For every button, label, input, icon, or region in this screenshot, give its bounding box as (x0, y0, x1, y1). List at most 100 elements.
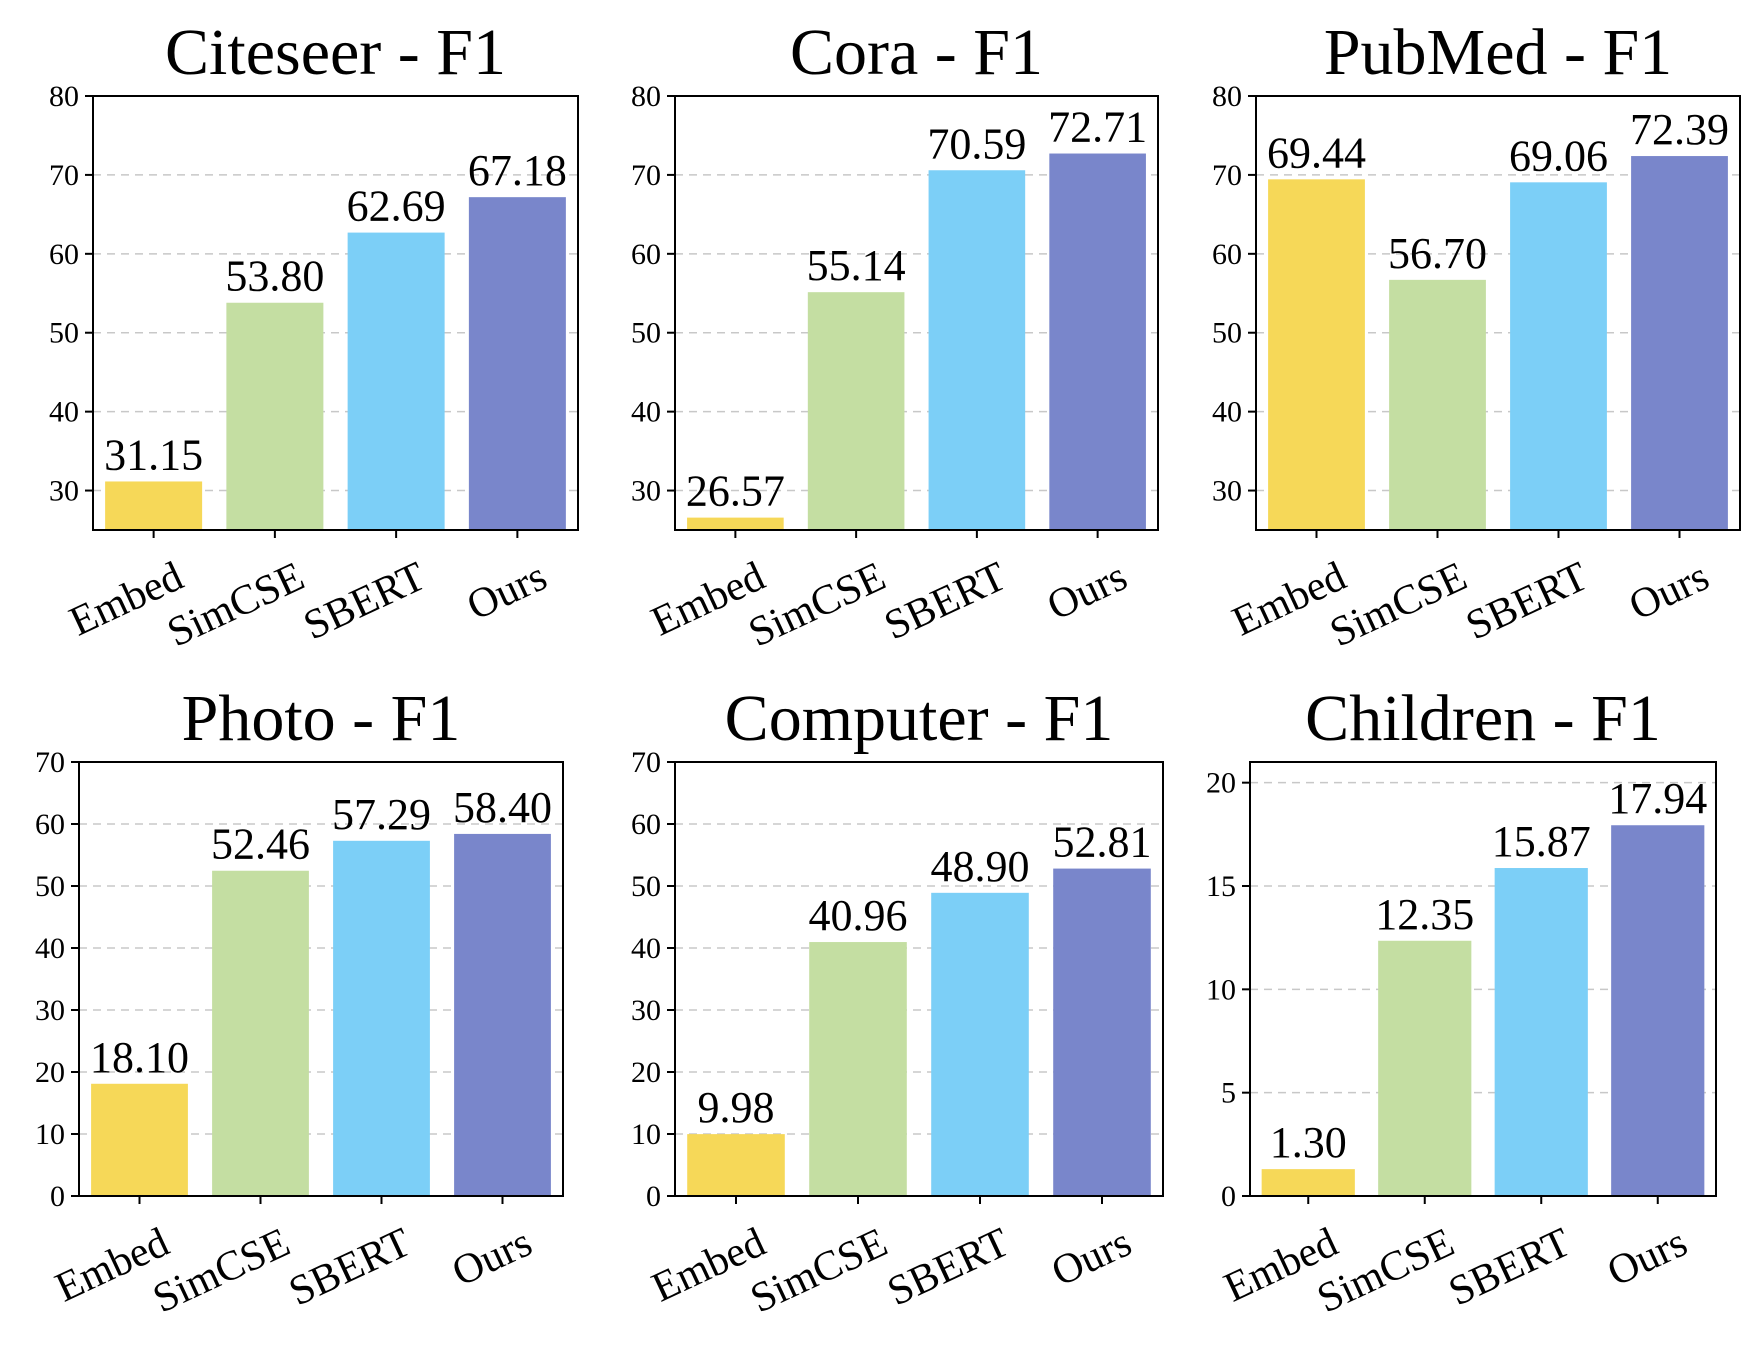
bar-ours (454, 833, 551, 1196)
bar-ours (1631, 156, 1728, 531)
chart-title: Children - F1 (1305, 682, 1661, 755)
y-tick-label: 70 (35, 746, 65, 779)
y-tick-label: 10 (35, 1118, 65, 1151)
y-tick-label: 40 (631, 932, 661, 965)
plot-frame (1249, 761, 1717, 1197)
bar-ours (1049, 153, 1146, 531)
chart-panel-2: Cora - F130405060708026.57Embed55.14SimC… (631, 16, 1159, 656)
x-tick-label: Ours (460, 553, 553, 629)
x-tick-label: Ours (1601, 1219, 1694, 1295)
data-label: 69.44 (1267, 128, 1366, 177)
y-tick-label: 20 (35, 1056, 65, 1089)
bar-simcse (807, 292, 905, 530)
bar-sbert (347, 232, 445, 531)
y-tick-label: 20 (1206, 767, 1236, 800)
x-tick-label: SimCSE (1323, 553, 1474, 656)
x-tick-label: SimCSE (1311, 1219, 1462, 1322)
x-tick-label: SBERT (881, 1219, 1017, 1315)
data-label: 9.98 (698, 1083, 775, 1132)
y-tick-label: 30 (1212, 475, 1242, 508)
x-tick-label: SimCSE (146, 1219, 297, 1322)
y-tick-label: 60 (631, 238, 661, 271)
y-tick-label: 80 (631, 80, 661, 113)
data-label: 69.06 (1509, 131, 1608, 180)
bar-sbert (928, 170, 1026, 530)
chart-title: Photo - F1 (182, 682, 461, 755)
plot-frame (92, 95, 579, 531)
y-tick-label: 30 (631, 994, 661, 1027)
data-label: 52.81 (1053, 818, 1152, 867)
bar-embed (687, 1134, 785, 1196)
data-label: 57.29 (332, 790, 431, 839)
data-label: 1.30 (1270, 1118, 1347, 1167)
data-label: 52.46 (211, 820, 310, 869)
y-tick-label: 70 (1212, 159, 1242, 192)
x-tick-label: SBERT (297, 553, 433, 649)
y-tick-label: 40 (1212, 396, 1242, 429)
chart-title: Computer - F1 (725, 682, 1114, 755)
bar-simcse (1389, 279, 1486, 530)
y-tick-label: 50 (1212, 317, 1242, 350)
bar-sbert (1494, 868, 1588, 1196)
data-label: 72.39 (1630, 105, 1729, 154)
y-tick-label: 30 (35, 994, 65, 1027)
data-label: 56.70 (1388, 229, 1487, 278)
bar-simcse (809, 942, 907, 1196)
x-tick-label: SBERT (1442, 1219, 1578, 1315)
y-tick-label: 80 (1212, 80, 1242, 113)
bar-simcse (226, 302, 324, 530)
data-label: 18.10 (90, 1033, 189, 1082)
data-label: 72.71 (1048, 103, 1147, 152)
data-label: 15.87 (1492, 817, 1591, 866)
bar-sbert (333, 840, 430, 1196)
y-tick-label: 70 (49, 159, 79, 192)
y-tick-label: 30 (49, 475, 79, 508)
bar-embed (91, 1083, 188, 1196)
y-tick-label: 10 (1206, 973, 1236, 1006)
chart-panel-3: PubMed - F130405060708069.44Embed56.70Si… (1212, 16, 1741, 656)
bar-sbert (931, 892, 1029, 1196)
y-tick-label: 40 (35, 932, 65, 965)
plot-frame (674, 761, 1164, 1197)
data-label: 12.35 (1375, 890, 1474, 939)
bar-ours (468, 197, 566, 531)
y-tick-label: 0 (1221, 1180, 1236, 1213)
y-tick-label: 0 (50, 1180, 65, 1213)
x-tick-label: SimCSE (742, 553, 893, 656)
bar-embed (687, 517, 784, 530)
data-label: 58.40 (453, 783, 552, 832)
plot-frame (1255, 95, 1741, 531)
y-tick-label: 60 (35, 808, 65, 841)
y-tick-label: 60 (1212, 238, 1242, 271)
x-tick-label: SimCSE (744, 1219, 895, 1322)
y-tick-label: 50 (631, 317, 661, 350)
y-tick-label: 10 (631, 1118, 661, 1151)
y-tick-label: 70 (631, 746, 661, 779)
bar-embed (105, 481, 203, 530)
chart-title: Citeseer - F1 (165, 16, 506, 89)
data-label: 55.14 (807, 241, 906, 290)
y-tick-label: 60 (631, 808, 661, 841)
data-label: 62.69 (347, 182, 446, 231)
plot-frame (674, 95, 1159, 531)
x-tick-label: SBERT (878, 553, 1014, 649)
y-tick-label: 50 (631, 870, 661, 903)
bar-simcse (212, 870, 309, 1196)
y-tick-label: 40 (631, 396, 661, 429)
y-tick-label: 20 (631, 1056, 661, 1089)
y-tick-label: 70 (631, 159, 661, 192)
y-tick-label: 60 (49, 238, 79, 271)
bar-simcse (1378, 940, 1472, 1196)
data-label: 31.15 (104, 430, 203, 479)
x-tick-label: SBERT (282, 1219, 418, 1315)
y-tick-label: 30 (631, 475, 661, 508)
chart-panel-4: Photo - F101020304050607018.10Embed52.46… (35, 682, 564, 1322)
x-tick-label: Ours (1041, 553, 1134, 629)
x-tick-label: Ours (1622, 553, 1715, 629)
bar-sbert (1510, 182, 1607, 530)
y-tick-label: 5 (1221, 1077, 1236, 1110)
chart-panel-6: Children - F1051015201.30Embed12.35SimCS… (1206, 682, 1717, 1322)
chart-title: Cora - F1 (790, 16, 1043, 89)
chart-title: PubMed - F1 (1324, 16, 1672, 89)
